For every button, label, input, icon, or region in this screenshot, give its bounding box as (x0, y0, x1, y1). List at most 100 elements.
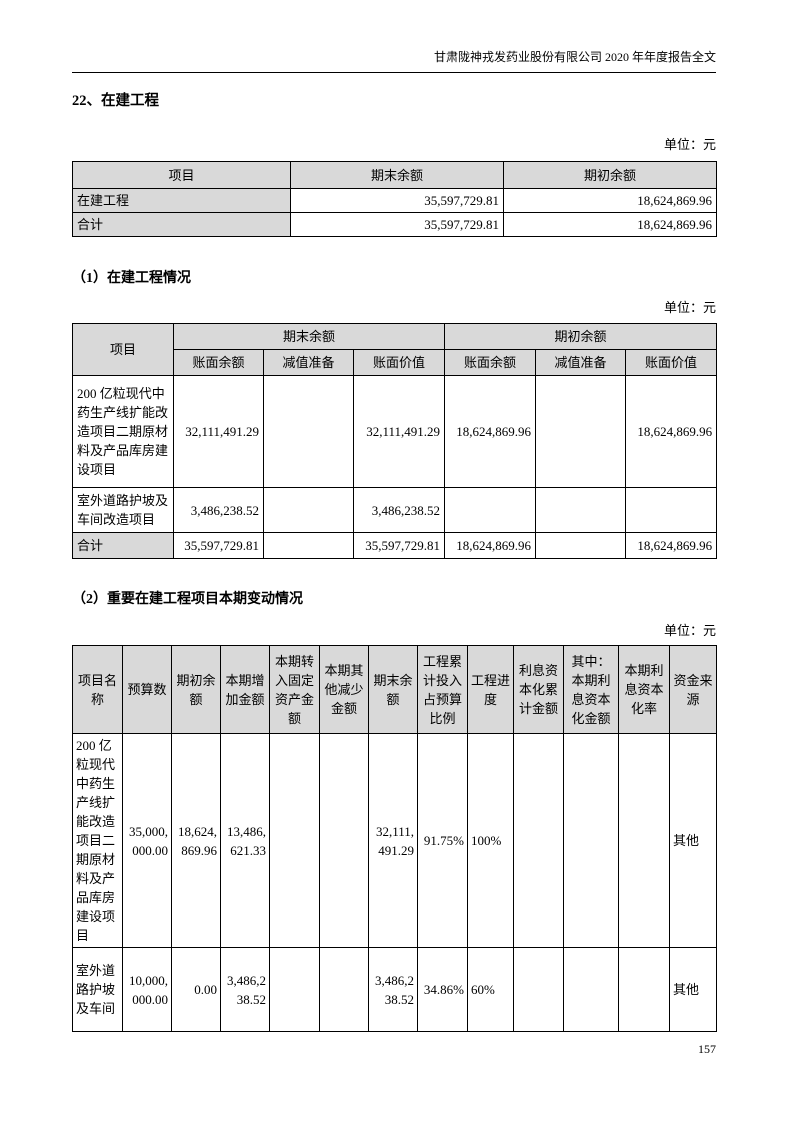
cell (618, 947, 670, 1032)
cell: 100% (467, 733, 514, 948)
cell: 35,597,729.81 (173, 532, 264, 559)
cell: 32,111,491.29 (173, 375, 264, 488)
column-header: 项目 (72, 161, 291, 189)
cell: 3,486,238.52 (220, 947, 270, 1032)
cell: 18,624,869.96 (444, 375, 537, 488)
column-subheader: 账面价值 (625, 349, 718, 376)
cell-end-balance: 35,597,729.81 (290, 188, 504, 213)
row-label: 200 亿粒现代中药生产线扩能改造项目二期原材料及产品库房建设项目 (72, 733, 123, 948)
table-row: 在建工程 35,597,729.81 18,624,869.96 (72, 188, 717, 213)
column-header: 本期增加金额 (220, 645, 270, 734)
column-header: 期初余额 (171, 645, 221, 734)
cell (618, 733, 670, 948)
cell (563, 733, 619, 948)
cell (263, 487, 354, 533)
subsection-title-2: （2）重要在建工程项目本期变动情况 (72, 592, 303, 607)
column-header: 项目 (72, 323, 174, 376)
row-label: 在建工程 (72, 188, 291, 213)
table-total-row: 合计 35,597,729.81 35,597,729.81 18,624,86… (72, 532, 718, 559)
column-header: 工程进度 (467, 645, 514, 734)
cell (563, 947, 619, 1032)
cell: 35,597,729.81 (352, 532, 446, 559)
table-row: 室外道路护坡及车间 10,000,000.00 0.00 3,486,238.5… (72, 947, 717, 1032)
column-subheader: 减值准备 (535, 349, 627, 376)
cell (513, 733, 564, 948)
column-subheader: 账面价值 (352, 349, 446, 376)
cell: 3,486,238.52 (368, 947, 418, 1032)
cell-begin-balance: 18,624,869.96 (503, 188, 717, 213)
cell: 其他 (669, 733, 717, 948)
cell (319, 947, 369, 1032)
table-header-row: 项目 期末余额 期初余额 (72, 161, 717, 189)
unit-label-1: 单位：元 (663, 137, 716, 152)
cell (513, 947, 564, 1032)
cell: 60% (467, 947, 514, 1032)
cell: 18,624,869.96 (444, 532, 537, 559)
cell (269, 733, 320, 948)
column-header: 期初余额 (503, 161, 717, 189)
column-header: 本期转入固定资产金额 (269, 645, 320, 734)
column-header: 期末余额 (368, 645, 418, 734)
cell: 13,486,621.33 (220, 733, 270, 948)
row-label: 室外道路护坡及车间 (72, 947, 123, 1032)
cell-begin-balance: 18,624,869.96 (503, 212, 717, 237)
cell (319, 733, 369, 948)
cell: 其他 (669, 947, 717, 1032)
table-row: 200 亿粒现代中药生产线扩能改造项目二期原材料及产品库房建设项目 35,000… (72, 733, 717, 948)
row-label: 合计 (72, 212, 291, 237)
column-group-header: 期末余额 (172, 323, 446, 350)
column-subheader: 账面余额 (173, 349, 264, 376)
row-label: 室外道路护坡及车间改造项目 (72, 487, 174, 533)
column-header: 其中：本期利息资本化金额 (563, 645, 619, 734)
unit-label-2: 单位：元 (663, 300, 716, 315)
cell: 18,624,869.96 (625, 375, 718, 488)
cell (263, 532, 354, 559)
row-label: 合计 (72, 532, 174, 559)
section-title: 22、在建工程 (72, 93, 159, 109)
table-subheader-row: 账面余额 减值准备 账面价值 账面余额 减值准备 账面价值 (73, 349, 718, 376)
cell (535, 532, 627, 559)
table-total-row: 合计 35,597,729.81 18,624,869.96 (72, 212, 717, 237)
table-header-row: 项目 期末余额 期初余额 (72, 323, 718, 376)
column-header: 期末余额 (290, 161, 504, 189)
column-subheader: 账面余额 (444, 349, 537, 376)
column-header: 预算数 (122, 645, 172, 734)
cell: 34.86% (417, 947, 468, 1032)
cell: 3,486,238.52 (352, 487, 446, 533)
cell: 10,000,000.00 (122, 947, 172, 1032)
summary-table: 项目 期末余额 期初余额 在建工程 35,597,729.81 18,624,8… (72, 161, 717, 237)
cip-detail-table: 项目 期末余额 期初余额 账面余额 减值准备 账面价值 账面余额 减值准备 账面… (72, 323, 718, 559)
table-header-row: 项目名称 预算数 期初余额 本期增加金额 本期转入固定资产金额 本期其他减少金额… (72, 645, 717, 734)
column-header: 本期其他减少金额 (319, 645, 369, 734)
unit-label-3: 单位：元 (663, 623, 716, 638)
cell: 18,624,869.96 (625, 532, 718, 559)
column-header: 利息资本化累计金额 (513, 645, 564, 734)
cell-end-balance: 35,597,729.81 (290, 212, 504, 237)
row-label: 200 亿粒现代中药生产线扩能改造项目二期原材料及产品库房建设项目 (72, 375, 174, 488)
cell: 18,624,869.96 (171, 733, 221, 948)
cell (625, 487, 718, 533)
cell: 32,111,491.29 (352, 375, 446, 488)
page-number: 157 (698, 1042, 716, 1056)
column-subheader: 减值准备 (263, 349, 354, 376)
cell (535, 487, 627, 533)
column-header: 项目名称 (72, 645, 123, 734)
cell: 3,486,238.52 (173, 487, 264, 533)
cell (269, 947, 320, 1032)
cell: 91.75% (417, 733, 468, 948)
cell (535, 375, 627, 488)
column-header: 工程累计投入占预算比例 (417, 645, 468, 734)
column-header: 本期利息资本化率 (618, 645, 670, 734)
column-group-header: 期初余额 (444, 323, 718, 350)
cell: 0.00 (171, 947, 221, 1032)
table-row: 室外道路护坡及车间改造项目 3,486,238.52 3,486,238.52 (72, 487, 718, 533)
cell (444, 487, 537, 533)
table-row: 200 亿粒现代中药生产线扩能改造项目二期原材料及产品库房建设项目 32,111… (72, 375, 718, 488)
cell (263, 375, 354, 488)
cip-movement-table: 项目名称 预算数 期初余额 本期增加金额 本期转入固定资产金额 本期其他减少金额… (72, 645, 717, 1032)
column-header: 资金来源 (669, 645, 717, 734)
cell: 32,111,491.29 (368, 733, 418, 948)
cell: 35,000,000.00 (122, 733, 172, 948)
running-header: 甘肃陇神戎发药业股份有限公司 2020 年年度报告全文 (72, 0, 716, 73)
